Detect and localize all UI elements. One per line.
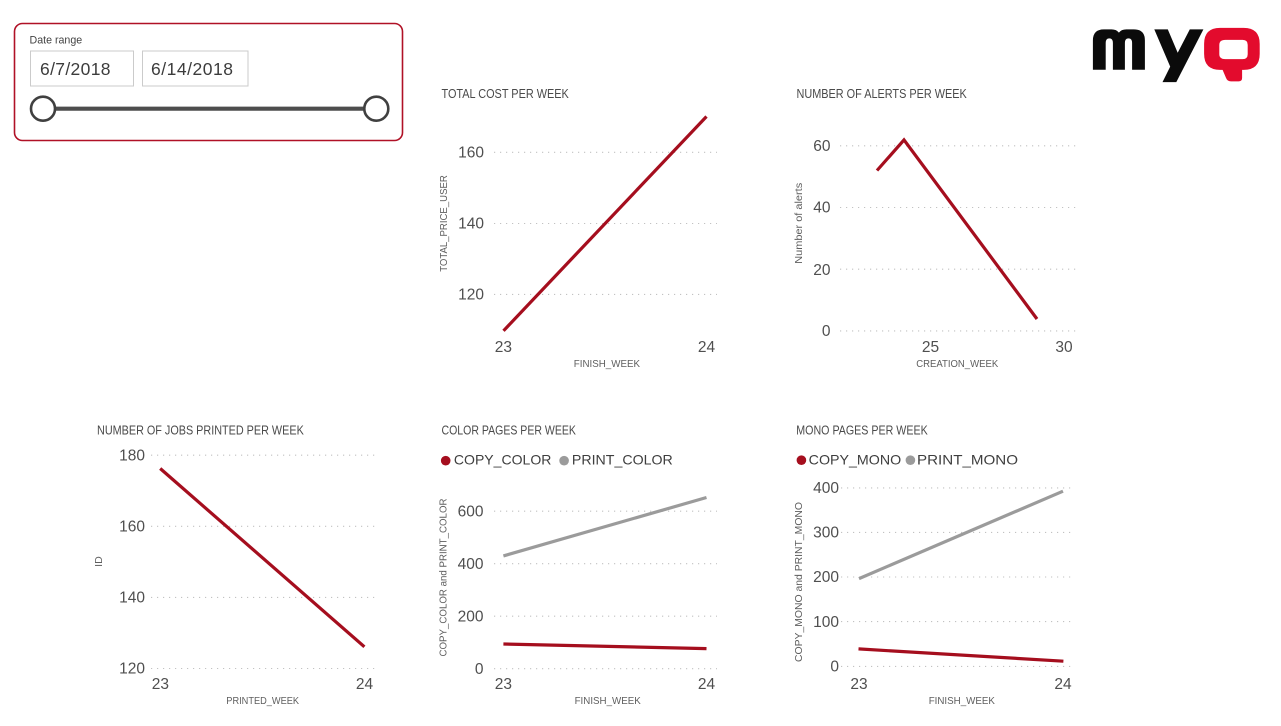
svg-text:COPY_MONO: COPY_MONO	[809, 452, 902, 468]
svg-text:0: 0	[822, 323, 831, 340]
svg-text:COPY_COLOR: COPY_COLOR	[454, 452, 552, 468]
svg-text:NUMBER OF JOBS PRINTED PER WEE: NUMBER OF JOBS PRINTED PER WEEK	[97, 424, 304, 438]
svg-text:140: 140	[458, 216, 484, 233]
svg-text:180: 180	[119, 447, 145, 464]
svg-text:24: 24	[1054, 676, 1072, 693]
svg-text:140: 140	[119, 590, 145, 607]
svg-text:60: 60	[813, 138, 831, 155]
svg-text:200: 200	[813, 569, 839, 586]
svg-text:FINISH_WEEK: FINISH_WEEK	[929, 695, 995, 707]
svg-text:120: 120	[458, 287, 484, 304]
svg-text:24: 24	[356, 676, 374, 693]
svg-text:6/14/2018: 6/14/2018	[151, 59, 233, 79]
svg-text:23: 23	[495, 676, 512, 693]
svg-text:COPY_COLOR and PRINT_COLOR: COPY_COLOR and PRINT_COLOR	[438, 498, 450, 656]
svg-text:23: 23	[495, 339, 512, 356]
svg-text:Number of alerts: Number of alerts	[793, 183, 805, 264]
svg-text:300: 300	[813, 525, 839, 542]
svg-text:25: 25	[922, 339, 939, 356]
svg-text:600: 600	[458, 503, 484, 520]
svg-text:NUMBER OF ALERTS PER WEEK: NUMBER OF ALERTS PER WEEK	[797, 87, 968, 101]
svg-text:FINISH_WEEK: FINISH_WEEK	[575, 695, 641, 707]
svg-text:CREATION_WEEK: CREATION_WEEK	[916, 358, 998, 370]
svg-text:PRINT_COLOR: PRINT_COLOR	[572, 452, 673, 468]
svg-text:24: 24	[698, 339, 716, 356]
svg-text:FINISH_WEEK: FINISH_WEEK	[574, 358, 640, 370]
svg-text:0: 0	[830, 659, 839, 676]
svg-text:COLOR PAGES PER WEEK: COLOR PAGES PER WEEK	[442, 424, 577, 438]
svg-text:120: 120	[119, 661, 145, 678]
svg-text:PRINT_MONO: PRINT_MONO	[917, 452, 1018, 468]
svg-text:400: 400	[813, 480, 839, 497]
svg-text:200: 200	[458, 608, 484, 625]
svg-text:TOTAL_PRICE_USER: TOTAL_PRICE_USER	[438, 175, 450, 272]
svg-text:400: 400	[458, 556, 484, 573]
svg-text:160: 160	[119, 519, 145, 536]
svg-text:20: 20	[813, 262, 831, 279]
svg-text:COPY_MONO and PRINT_MONO: COPY_MONO and PRINT_MONO	[793, 502, 805, 662]
svg-text:MONO PAGES PER WEEK: MONO PAGES PER WEEK	[796, 424, 928, 438]
svg-text:PRINTED_WEEK: PRINTED_WEEK	[226, 695, 299, 707]
svg-text:100: 100	[813, 614, 839, 631]
svg-text:TOTAL COST PER WEEK: TOTAL COST PER WEEK	[442, 87, 570, 101]
svg-text:23: 23	[152, 676, 169, 693]
svg-text:ID: ID	[93, 556, 105, 567]
svg-text:Date range: Date range	[30, 35, 83, 47]
svg-text:24: 24	[698, 676, 716, 693]
svg-text:0: 0	[475, 661, 484, 678]
svg-text:6/7/2018: 6/7/2018	[40, 59, 111, 79]
svg-text:23: 23	[850, 676, 867, 693]
svg-text:160: 160	[458, 145, 484, 162]
svg-text:40: 40	[813, 200, 831, 217]
svg-text:30: 30	[1055, 339, 1073, 356]
